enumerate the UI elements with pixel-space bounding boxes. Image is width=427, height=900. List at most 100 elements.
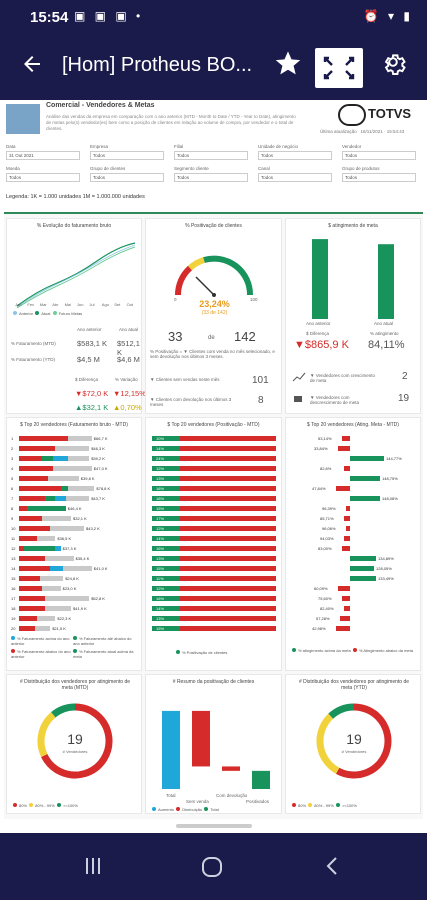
panel-dist-mtd: # Distribuição dos vendedores por atingi… — [6, 674, 142, 814]
bar-segment — [152, 606, 180, 611]
home-icon[interactable] — [200, 855, 224, 885]
wf-label-positivados: Positivados — [246, 799, 270, 804]
bar-segment — [19, 516, 43, 521]
table-row: 2 $46,3 K — [11, 446, 141, 451]
filter-select[interactable]: Todos — [174, 173, 248, 182]
bar-value: 33,84% — [314, 446, 328, 451]
panel-resumo: # Resumo da positivação de clientes Tota… — [145, 674, 282, 814]
bar-segment — [45, 606, 71, 611]
row-id: 19 — [11, 616, 16, 621]
row-mtd-label: % Faturamento (MTD) — [11, 341, 56, 346]
panel-title: # Distribuição dos vendedores por atingi… — [298, 679, 410, 691]
bar-segment — [19, 466, 53, 471]
fullscreen-expand-button[interactable] — [315, 48, 363, 88]
table-row: 33,84% — [290, 446, 420, 451]
bar-segment — [180, 556, 276, 561]
month-tick: Mar — [39, 302, 47, 307]
positivados-count: 33 — [168, 329, 183, 344]
bar-segment — [180, 446, 276, 451]
donut-mtd-center: 19 — [67, 731, 83, 747]
donut-mtd — [37, 703, 113, 779]
bar-segment — [52, 456, 69, 461]
bar-value: $41,0 K — [93, 566, 108, 571]
dashboard-title: Comercial - Vendedores & Metas — [46, 102, 155, 109]
filter-select[interactable]: 31 Out 2021 — [6, 151, 80, 160]
top-meta-legend: % atingimento acima da meta % Atingiment… — [292, 648, 418, 653]
gauge-ratio: (33 de 142) — [201, 310, 228, 316]
table-row: 85,71% — [290, 516, 420, 521]
row-id: 17 — [11, 596, 16, 601]
meta-growth-label: ▼ Vendedores com crescimento de meta — [310, 373, 375, 383]
bar-segment — [338, 586, 350, 591]
filter-select[interactable]: Todos — [90, 173, 164, 182]
notification-icons: ▣ ▣ ▣ • — [74, 9, 144, 23]
month-tick: Ago — [101, 302, 109, 307]
back-arrow-icon[interactable] — [20, 52, 44, 80]
filter-select[interactable]: Todos — [174, 151, 248, 160]
dashboard-content[interactable]: Comercial - Vendedores & Metas Análise d… — [0, 100, 427, 833]
bar-value: 75,60% — [318, 596, 332, 601]
bar-segment — [42, 586, 61, 591]
row-id: 5 — [11, 476, 14, 481]
bar-value: 60,09% — [314, 586, 328, 591]
bar-segment — [19, 476, 48, 481]
bar-segment — [152, 506, 180, 511]
bar-segment — [152, 566, 180, 571]
filter-select[interactable]: Todos — [258, 151, 332, 160]
bar-segment — [52, 466, 92, 471]
donut-ytd — [316, 703, 392, 779]
row-id: 16 — [11, 586, 16, 591]
waterfall-bar — [192, 710, 210, 767]
total-clients: 142 — [234, 329, 256, 344]
bar-segment — [19, 556, 45, 561]
bar-segment — [180, 566, 276, 571]
donut-slice — [41, 703, 113, 779]
bar-segment — [19, 596, 45, 601]
de-label: de — [208, 335, 215, 341]
bar-value: $46,3 K — [91, 446, 105, 451]
bar-value: $24,8 K — [65, 576, 79, 581]
favorite-star-icon[interactable] — [274, 49, 302, 83]
bar-segment — [180, 526, 276, 531]
bar-segment — [19, 586, 43, 591]
table-row: 15% — [152, 506, 276, 511]
android-nav-bar — [0, 833, 427, 900]
panel-clientes: % Positivação de clientes 23,24% (33 de … — [145, 218, 282, 414]
settings-gear-icon[interactable] — [380, 49, 406, 81]
bar-segment — [55, 496, 66, 501]
horizontal-scrollbar[interactable] — [176, 824, 252, 828]
legend-entry: % Faturamento acima do ano anterior — [11, 636, 70, 646]
month-tick: Set — [114, 302, 121, 307]
table-row: 75,60% — [290, 596, 420, 601]
diff-ytd: ▲$32,1 K — [75, 403, 109, 412]
filter-select[interactable]: Todos — [90, 151, 164, 160]
var-mtd: ▼12,15% — [113, 389, 146, 398]
filter-select[interactable]: Todos — [342, 173, 416, 182]
row-id: 4 — [11, 466, 14, 471]
bar-value: 13% — [156, 616, 165, 621]
month-tick: Jul — [89, 302, 95, 307]
bar-segment — [19, 546, 25, 551]
bar-segment — [152, 466, 180, 471]
filter-select[interactable]: Todos — [342, 151, 416, 160]
bar-value: $47,0 K — [93, 466, 108, 471]
recent-apps-icon[interactable] — [82, 855, 104, 883]
bar-segment — [180, 486, 276, 491]
bar-segment — [342, 596, 350, 601]
table-row: 15% — [152, 566, 276, 571]
table-row: 3 $39,2 K — [11, 456, 141, 461]
filter-select[interactable]: Todos — [6, 173, 80, 182]
meta-decline-value: 19 — [398, 393, 410, 404]
top-faturamento-legend: % Faturamento acima do ano anterior% Fat… — [11, 636, 141, 662]
back-nav-icon[interactable] — [322, 855, 344, 883]
bar-segment — [350, 566, 374, 571]
mtd-curr: $512,1 K — [117, 339, 140, 357]
filter-select[interactable]: Todos — [258, 173, 332, 182]
ytd-curr: $4,6 M — [117, 355, 140, 364]
panel-title: # Distribuição dos vendedores por atingi… — [19, 679, 131, 691]
resumo-legend: Aumento Diminuição Total — [152, 807, 219, 812]
panel-title: % Evolução do faturamento bruto — [36, 223, 112, 229]
bar-segment — [180, 516, 276, 521]
panel-meta: $ atingimento de meta Ano anterior Ano a… — [285, 218, 421, 414]
table-row: 14% — [152, 446, 276, 451]
